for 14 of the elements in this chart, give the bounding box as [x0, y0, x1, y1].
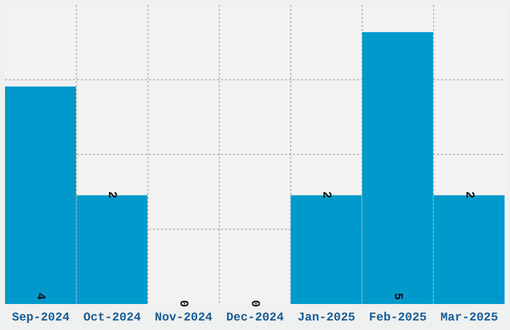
x-tick-label: Oct-2024: [83, 310, 141, 325]
data-label: 0: [176, 300, 191, 308]
data-label: 2: [462, 191, 476, 198]
x-tick-label: Nov-2024: [154, 310, 212, 325]
data-label: 0: [248, 300, 262, 308]
data-label: 5: [390, 292, 405, 300]
x-tick-label: Mar-2025: [440, 310, 498, 325]
x-tick-label: Dec-2024: [226, 310, 284, 325]
data-label: 2: [105, 191, 120, 198]
x-tick-label: Feb-2025: [369, 310, 427, 325]
x-tick-label: Sep-2024: [12, 310, 70, 325]
x-tick-label: Jan-2025: [298, 310, 356, 325]
data-label: 2: [319, 191, 334, 198]
data-label: 4: [34, 292, 48, 300]
